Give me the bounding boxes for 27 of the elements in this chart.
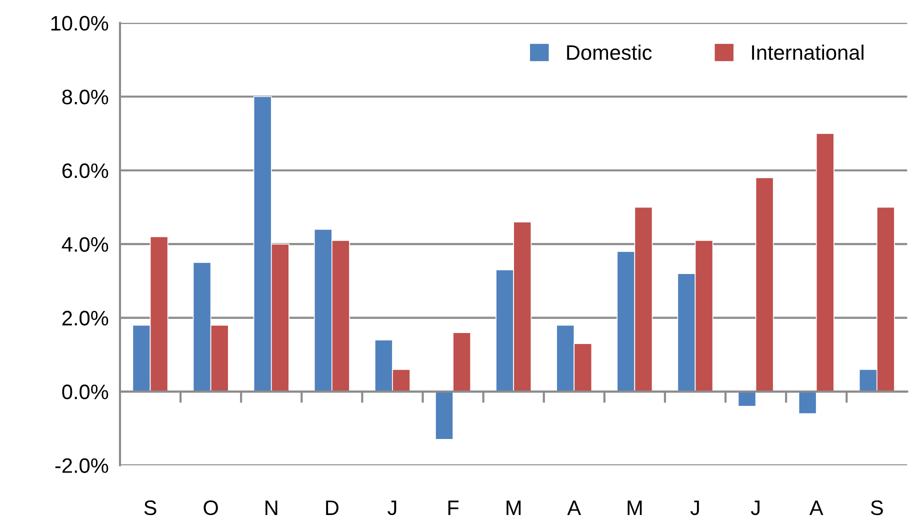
bar — [816, 133, 834, 392]
x-tick-label: O — [204, 500, 218, 516]
x-tick-label: M — [506, 500, 521, 515]
bar — [755, 177, 774, 392]
x-tick-label: M — [628, 500, 642, 515]
x-tick-label: F — [448, 500, 459, 515]
x-tick-label: J — [750, 500, 760, 516]
y-tick-label: 6.0% — [62, 163, 108, 178]
x-tick-label: J — [690, 500, 699, 516]
legend-label: International — [752, 44, 864, 60]
bar — [798, 391, 817, 414]
y-tick-label: 10.0% — [51, 16, 108, 31]
bar — [452, 332, 472, 392]
legend-label: Domestic — [567, 44, 652, 60]
y-tick-label: 0.0% — [62, 384, 108, 400]
x-tick-label: D — [326, 500, 338, 515]
y-tick-label: 8.0% — [62, 90, 108, 104]
x-tick-label: A — [567, 500, 582, 515]
y-tick-label: -2.0% — [55, 458, 108, 474]
x-tick-label: A — [809, 500, 824, 515]
y-tick-label: 4.0% — [62, 237, 108, 252]
x-tick-label: S — [870, 500, 883, 516]
x-tick-label: N — [266, 500, 278, 515]
bar — [435, 391, 454, 440]
y-tick-label: 2.0% — [62, 310, 108, 326]
x-tick-label: S — [144, 500, 156, 516]
x-tick-label: J — [388, 500, 396, 516]
